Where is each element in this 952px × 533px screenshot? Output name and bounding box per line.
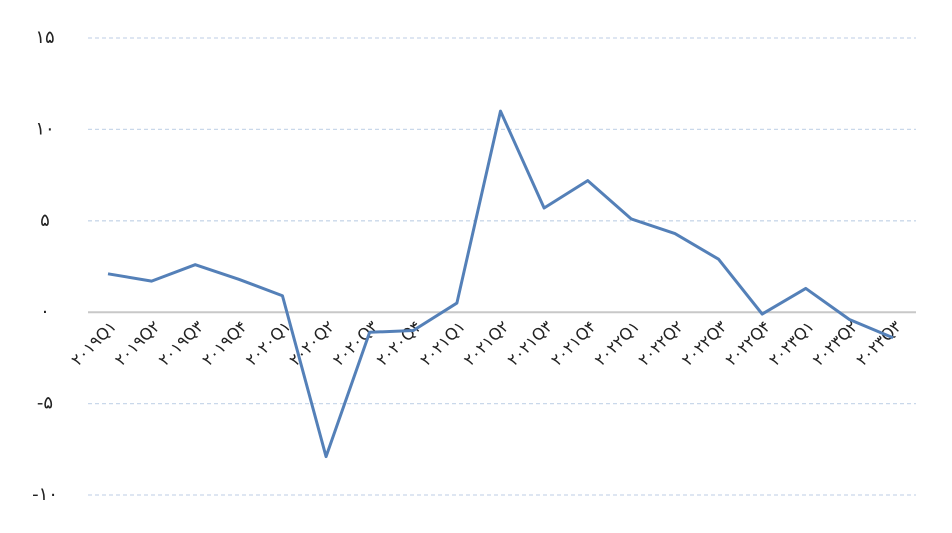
x-tick-label: ۲۰۲۰Q۳ <box>329 316 382 369</box>
x-tick-label: ۲۰۲۲Q۱ <box>591 317 644 370</box>
x-tick-label: ۲۰۲۱Q۲ <box>460 317 513 370</box>
x-tick-label: ۲۰۱۹Q۳ <box>155 316 208 369</box>
x-tick-label: ۲۰۲۰Q۴ <box>373 317 426 370</box>
x-tick-label: ۲۰۲۳Q۱ <box>765 317 818 370</box>
x-tick-label: ۲۰۲۱Q۳ <box>503 316 556 369</box>
x-tick-label: ۲۰۱۹Q۴ <box>198 317 251 370</box>
y-tick-label: -۱۰ <box>32 484 58 505</box>
x-tick-label: ۲۰۲۳Q۲ <box>809 317 862 370</box>
y-tick-label: ۱۵ <box>35 27 54 48</box>
x-tick-label: ۲۰۱۹Q۲ <box>111 317 164 370</box>
x-tick-label: ۲۰۲۰Q۱ <box>242 317 295 370</box>
y-tick-label: ۵ <box>40 210 50 231</box>
y-tick-label: ۱۰ <box>35 118 54 139</box>
x-tick-label: ۲۰۲۲Q۴ <box>721 317 774 370</box>
x-tick-label: ۲۰۲۱Q۴ <box>547 317 600 370</box>
data-line <box>107 109 894 459</box>
x-tick-label: ۲۰۲۲Q۲ <box>634 317 687 370</box>
y-tick-label: -۵ <box>37 393 53 414</box>
x-tick-label: ۲۰۱۹Q۱ <box>67 317 120 370</box>
y-tick-label: ۰ <box>40 301 50 322</box>
x-tick-label: ۲۰۲۰Q۲ <box>285 317 338 370</box>
x-tick-label: ۲۰۲۲Q۳ <box>678 316 731 369</box>
